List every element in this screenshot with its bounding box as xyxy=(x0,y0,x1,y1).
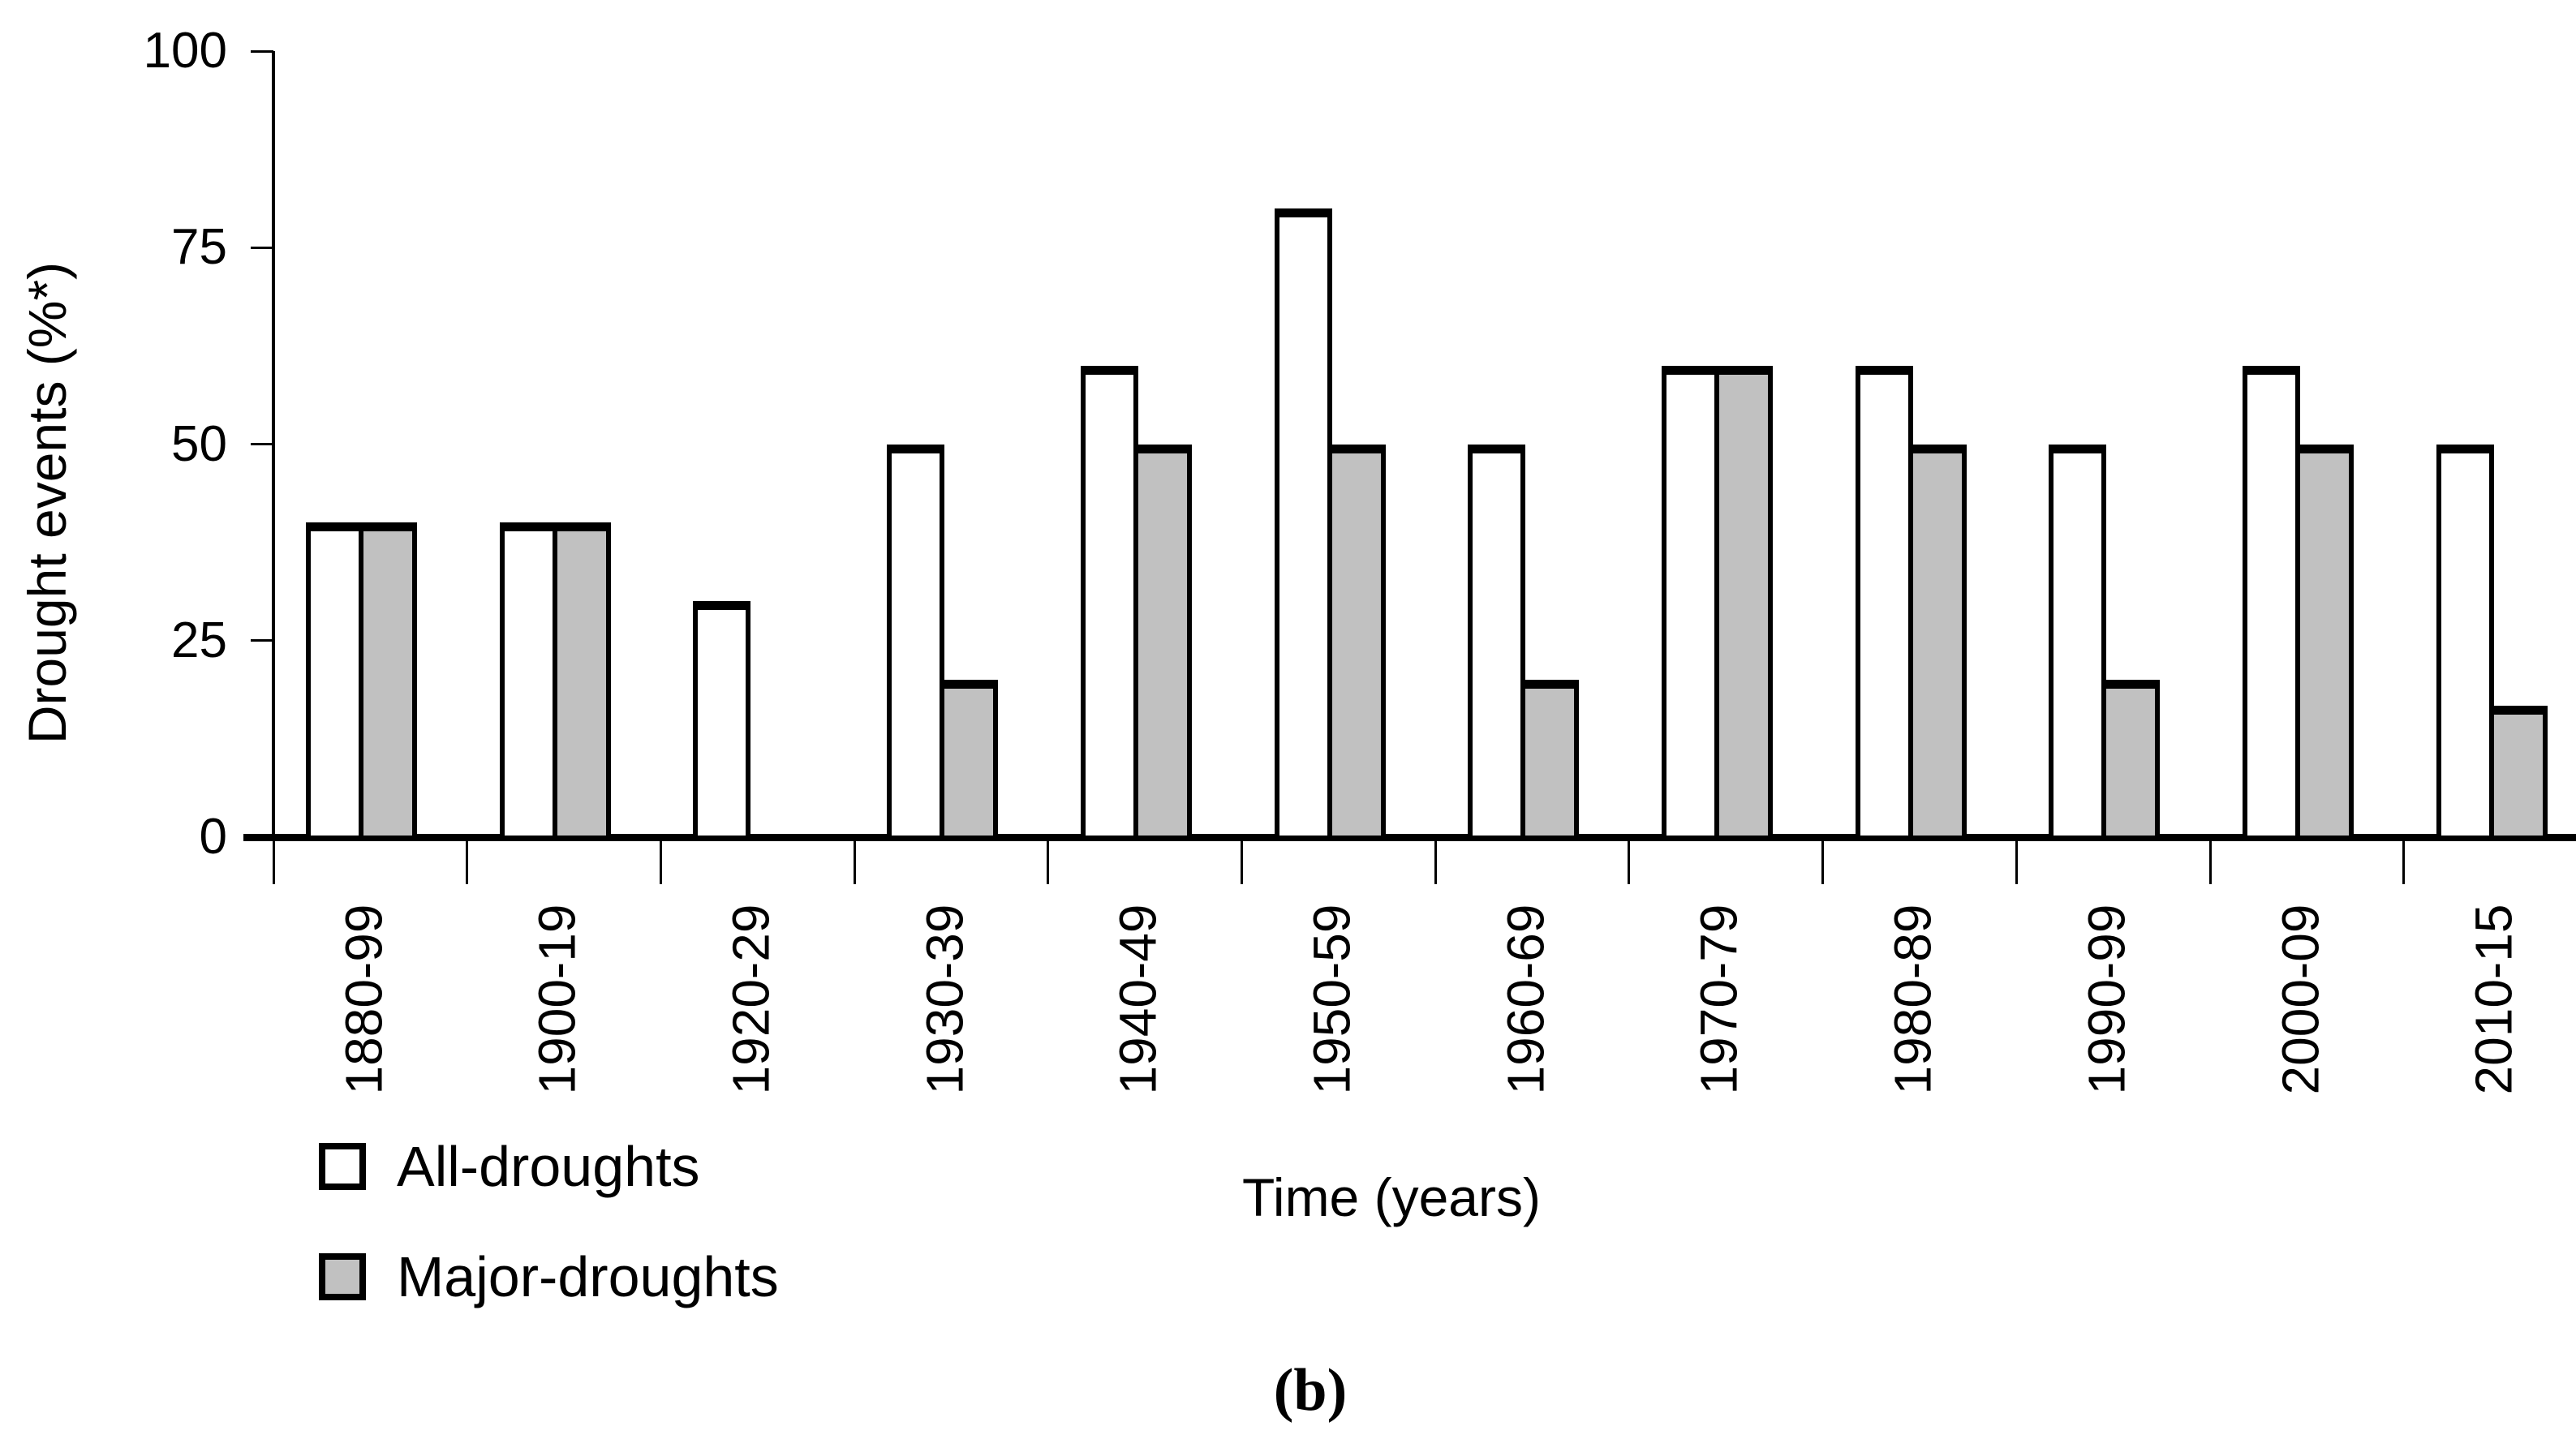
x-axis-title: Time (years) xyxy=(1242,1167,1541,1227)
x-axis-tick-label: 1960-69 xyxy=(1496,904,1555,1095)
bar-major-droughts xyxy=(1327,444,1386,840)
y-axis-tick xyxy=(251,443,273,445)
legend-item-all-droughts: All-droughts xyxy=(319,1134,700,1199)
bar-all-droughts xyxy=(1468,444,1526,840)
x-axis-tick-label: 1950-59 xyxy=(1302,904,1361,1095)
bar-major-droughts xyxy=(2101,680,2161,840)
y-axis-tick-label: 0 xyxy=(199,809,227,865)
x-axis-tick-label: 1900-19 xyxy=(527,904,587,1095)
x-axis-tick xyxy=(2208,837,2212,884)
legend-label-major-droughts: Major-droughts xyxy=(397,1245,779,1308)
x-axis-tick-label: 1920-29 xyxy=(721,904,781,1095)
legend-swatch-all-droughts xyxy=(319,1143,366,1190)
y-axis-tick xyxy=(251,246,273,249)
x-axis-tick-label: 2010-15 xyxy=(2464,904,2523,1095)
bar-all-droughts xyxy=(2243,365,2300,840)
bar-all-droughts xyxy=(499,522,557,840)
legend-label-all-droughts: All-droughts xyxy=(397,1135,700,1198)
x-axis-tick xyxy=(853,837,856,884)
x-axis-tick xyxy=(1241,837,1243,884)
x-axis-tick-label: 1930-39 xyxy=(915,904,974,1095)
bar-all-droughts xyxy=(2049,444,2107,840)
bar-major-droughts xyxy=(1714,365,1773,840)
bar-all-droughts xyxy=(306,522,363,840)
x-axis-tick xyxy=(1821,837,1825,884)
x-axis-tick-label: 1970-79 xyxy=(1689,904,1748,1095)
x-axis-tick xyxy=(1628,837,1631,884)
x-axis-line xyxy=(243,834,2576,841)
x-axis-tick-label: 1940-49 xyxy=(1108,904,1168,1095)
bar-major-droughts xyxy=(940,680,999,840)
bar-all-droughts xyxy=(693,601,751,840)
bar-major-droughts xyxy=(1907,444,1967,840)
bar-all-droughts xyxy=(1274,208,1332,840)
y-axis-tick xyxy=(251,639,273,642)
x-axis-tick-label: 1980-89 xyxy=(1883,904,1942,1095)
bar-major-droughts xyxy=(1133,444,1192,840)
y-axis-tick-label: 50 xyxy=(171,415,227,472)
y-axis-title: Drought events (%*) xyxy=(17,261,78,745)
x-axis-tick xyxy=(1434,837,1437,884)
legend-item-major-droughts: Major-droughts xyxy=(319,1244,779,1309)
bar-major-droughts xyxy=(359,522,417,840)
bar-major-droughts xyxy=(552,522,611,840)
x-axis-tick xyxy=(2015,837,2018,884)
bar-all-droughts xyxy=(1661,365,1719,840)
x-axis-tick-label: 2000-09 xyxy=(2271,904,2329,1095)
x-axis-tick xyxy=(272,837,275,884)
x-axis-tick xyxy=(2402,837,2406,884)
y-axis-tick xyxy=(251,836,273,839)
y-axis-tick-label: 100 xyxy=(143,23,227,79)
bar-major-droughts xyxy=(2295,444,2354,840)
x-axis-tick xyxy=(466,837,469,884)
legend-swatch-major-droughts xyxy=(319,1253,366,1300)
y-axis-tick-label: 25 xyxy=(171,612,227,668)
bar-all-droughts xyxy=(887,444,945,840)
bar-all-droughts xyxy=(1080,365,1138,840)
figure-caption: (b) xyxy=(1273,1357,1348,1424)
x-axis-tick xyxy=(659,837,662,884)
x-axis-tick-label: 1990-99 xyxy=(2077,904,2136,1095)
x-axis-tick xyxy=(1047,837,1050,884)
y-axis-line xyxy=(272,51,275,840)
bar-major-droughts xyxy=(1520,680,1580,840)
bar-major-droughts xyxy=(2488,706,2548,840)
y-axis-tick-label: 75 xyxy=(171,219,227,276)
y-axis-tick xyxy=(251,49,273,53)
bar-all-droughts xyxy=(1855,365,1913,840)
x-axis-tick-label: 1880-99 xyxy=(334,904,393,1095)
bar-all-droughts xyxy=(2436,444,2494,840)
